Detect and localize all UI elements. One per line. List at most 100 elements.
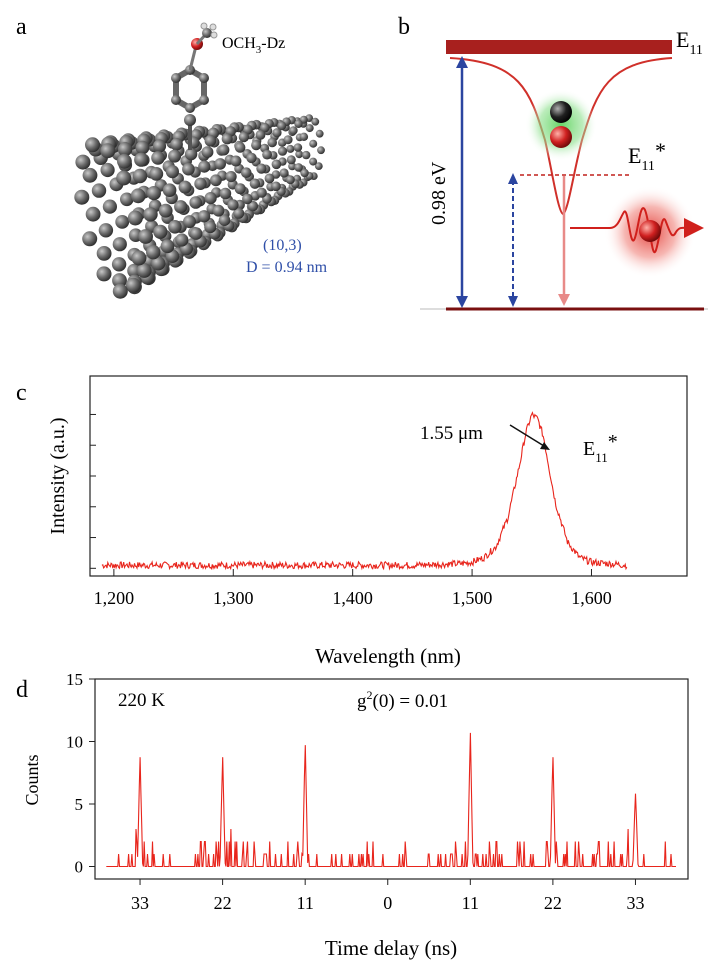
carbon-atom [271,181,281,192]
carbon-atom [285,175,295,185]
carbon-atom [277,146,288,156]
carbon-atom [100,162,115,178]
carbon-atom [214,158,226,170]
carbon-atom [131,250,147,266]
carbon-atom [82,231,98,247]
carbon-atom [271,159,282,170]
chart-c-peak-annotation: 1.55 μm [420,423,483,444]
carbon-atom [198,160,211,173]
carbon-atom [230,155,242,167]
carbon-atom [279,168,289,178]
carbon-atom [135,140,150,155]
carbon-atom [242,193,253,205]
e11-band-bar [446,40,672,54]
gap-arrow-head-top [456,56,468,68]
carbon-atom [246,152,257,164]
carbon-atom [204,135,217,147]
chart-d-y-tick-label: 15 [66,670,83,689]
carbon-atom [102,199,117,214]
chart-d-y-tick-label: 10 [66,733,83,752]
carbon-atom [247,200,259,212]
carbon-atom [194,177,207,190]
carbon-atom [85,137,100,153]
carbon-atom [134,152,149,167]
chart-d-x-tick-label: 33 [131,893,149,913]
carbon-atom [264,173,275,184]
chart-c-x-tick-label: 1,400 [332,588,373,608]
carbon-atom [120,192,134,207]
carbon-atom [132,168,148,184]
chart-c-y-ticks [90,413,96,569]
carbon-atom [262,149,272,160]
chart-c-peak-arrow [509,424,545,447]
panel-a-letter: a [16,14,27,40]
panel-b-letter: b [398,14,410,40]
carbon-atom [85,206,101,222]
chart-d-counts-line [106,732,676,868]
carbon-atom [302,150,311,160]
carbon-atom [146,186,161,201]
carbon-atom [168,149,182,163]
chart-d-frame [94,678,689,880]
chart-d-y-tick-label: 0 [75,858,84,877]
chart-d-g2-label: g2(0) = 0.01 [357,688,448,712]
photon-ball [639,220,661,242]
carbon-atom [162,183,177,197]
carbon-atom [238,131,250,143]
chart-c-x-ticks: 1,200 1,300 1,400 1,500 1,600 [94,569,612,608]
nanotube-illustration [74,114,325,299]
chart-d-y-ticks: 0 5 10 15 [66,670,95,877]
carbon-atom [184,147,198,161]
carbon-atom [112,237,127,252]
carbon-atom [112,283,128,299]
carbon-atom [288,162,297,171]
chart-c-y-axis-label: Intensity (a.u.) [47,417,69,534]
carbon-atom [241,167,252,178]
panel-c: c 1,200 1,300 1,400 1,500 1,600 Intensity (a… [16,375,688,668]
carbon-atom [286,144,295,153]
carbon-atom [170,138,183,151]
exciton-glow [525,89,597,161]
carbon-atom [255,130,266,140]
carbon-atom [96,246,112,261]
chart-c-spectrum-line [101,411,628,571]
chart-c-x-tick-label: 1,300 [213,588,254,608]
carbon-atom [293,143,303,152]
carbon-atom [260,122,270,133]
chirality-label: (10,3) [263,237,302,254]
carbon-atom [210,174,222,187]
chart-c-x-tick-label: 1,500 [452,588,493,608]
panel-a: a OCH3-Dz (10,3) D = 0.94 nm [16,14,328,299]
carbon-atom [204,220,217,234]
carbon-atom [183,215,196,229]
carbon-atom [111,257,127,272]
carbon-atom [299,132,309,141]
chart-d-y-axis-label: Counts [22,754,42,805]
carbon-atom [294,163,303,172]
carbon-atom [82,167,98,183]
carbon-atom [305,124,314,133]
panel-b: b E11 0.98 eV E11* [398,14,708,311]
methoxy-group-illustration [171,22,218,150]
carbon-atom [127,210,143,226]
carbon-atom [283,135,293,145]
carbon-atom [116,170,132,186]
carbon-atom [267,137,278,148]
carbon-atom [300,168,309,178]
carbon-atom [234,183,246,195]
chart-d-temperature-label: 220 K [118,690,165,711]
carbon-atom [115,215,130,229]
electron-ball [550,101,572,123]
chart-c-x-axis-label: Wavelength (nm) [315,644,461,668]
carbon-atom [174,200,188,214]
panel-c-letter: c [16,380,27,406]
carbon-atom [153,224,168,239]
carbon-atom [315,129,324,138]
carbon-atom [286,155,296,165]
panel-d: d 0 5 10 15 33 22 11 0 11 22 33 Counts Time delay… [16,670,689,960]
chart-c-frame [89,375,688,577]
carbon-atom [197,210,211,223]
chart-c-x-tick-label: 1,600 [571,588,612,608]
carbon-atom [295,150,304,159]
